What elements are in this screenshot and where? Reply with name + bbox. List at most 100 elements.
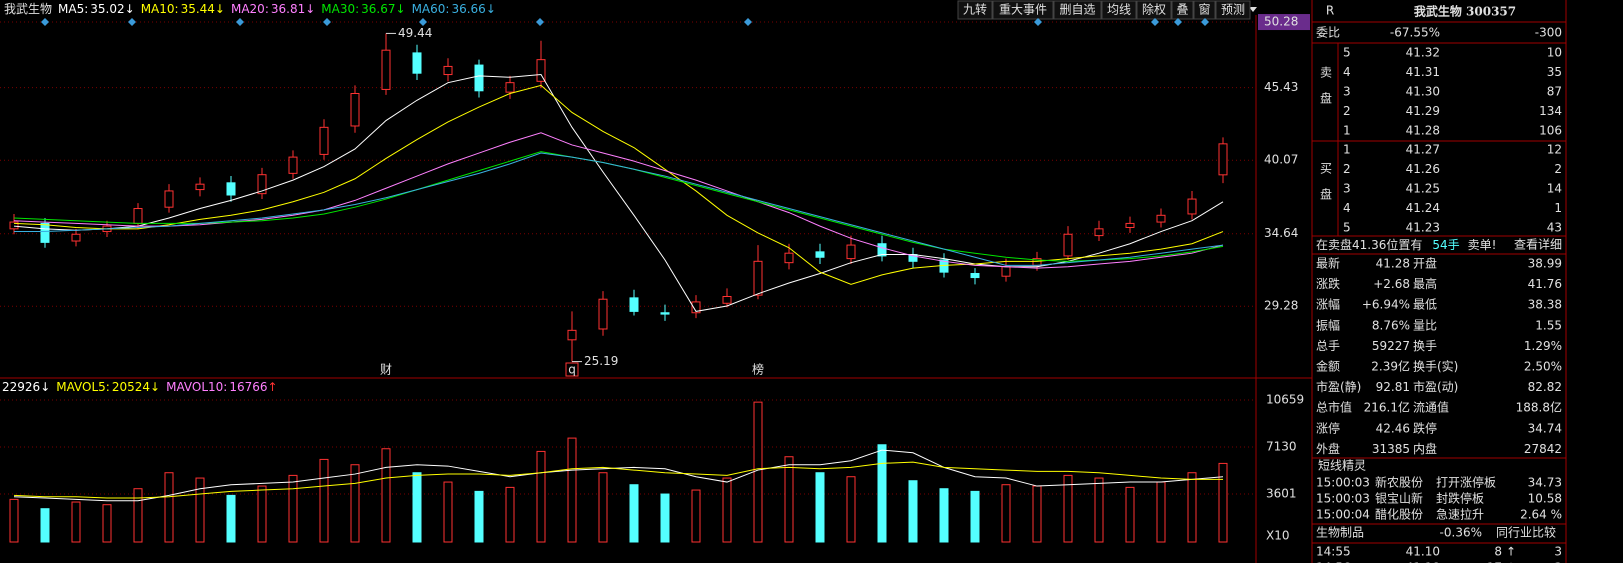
volume-bar [102,504,112,543]
level: 1 [1343,124,1351,138]
toolbar-label[interactable]: 重大事件 [999,3,1047,17]
legend-arrow: ↓ [150,380,160,394]
legend-name: MA30: [321,2,359,16]
stat-label: 最低 [1413,298,1437,312]
toolbar-button[interactable] [1215,0,1251,20]
stat-value: +6.94% [1362,298,1410,312]
volume-bar [1063,474,1073,543]
candle-body [164,190,174,208]
toolbar-label[interactable]: 删自选 [1059,3,1095,17]
candle-body [195,183,205,191]
volume-bar [164,472,174,543]
toolbar-button[interactable] [1053,0,1102,20]
toolbar-label[interactable]: 预测 [1221,3,1245,17]
tick-volume: 17 [1487,561,1502,563]
volume-bar [226,494,236,543]
candle-body [815,251,825,258]
tick-time: 14:56 [1316,561,1351,563]
stat-value: +2.68 [1373,277,1410,291]
legend-name: MA5: [58,2,88,16]
toolbar-label[interactable]: 窗 [1198,3,1210,17]
legend-name: MA10: [141,2,179,16]
volume-legend: 22926↓ MAVOL5: 20524↓ MAVOL10: 16766↑ [2,380,278,394]
notice-link[interactable]: 查看详细 [1514,237,1562,252]
stat-label: 流通值 [1413,400,1449,415]
industry-link[interactable]: 同行业比较 [1496,525,1556,540]
volume-bar [784,456,794,543]
toolbar-label[interactable]: 均线 [1107,3,1131,17]
candle-body [567,329,577,341]
stat-label: 金额 [1316,359,1340,374]
y-tick-label: 7130 [1266,440,1297,454]
sprite-title: 短线精灵 [1318,459,1366,473]
event-diamond [419,18,427,26]
tick-count: 3 [1554,561,1562,563]
volume-bar [567,437,577,543]
y-tick-label: 10659 [1266,393,1304,407]
stat-label: 内盘 [1413,441,1437,456]
y-tick-label: 34.64 [1264,226,1298,240]
stat-label: 换手(实) [1413,359,1458,374]
volume-bar [939,488,949,543]
tick-price: 41.10 [1406,545,1440,559]
dropdown-icon[interactable] [1249,7,1257,12]
sprite-cell: 15:00:03 [1316,492,1370,506]
y-tick-label: 45.43 [1264,80,1298,94]
toolbar-label[interactable]: 除权 [1142,2,1166,17]
toolbar-label[interactable]: 九转 [963,2,987,17]
sprite-cell: 急速拉升 [1436,507,1484,522]
volume: 35 [1547,65,1562,79]
event-diamond [1174,18,1182,26]
volume-ma-line [13,449,1224,502]
stat-value: 1.29% [1524,339,1562,353]
volume-bar [970,490,980,543]
candle-body [536,59,546,82]
sprite-cell: 10.58 [1528,492,1562,506]
legend-name: MA20: [231,2,269,16]
candle-body [877,243,887,257]
legend-value: 36.66 [451,2,485,16]
stat-label: 市盈(动) [1413,379,1458,394]
toolbar-label[interactable]: 叠 [1176,3,1188,17]
toolbar-button[interactable] [1171,0,1194,20]
y-tick-label: 40.07 [1264,153,1298,167]
toolbar-button[interactable] [1101,0,1137,20]
volume-bar [815,472,825,543]
y-tick-label: 50.28 [1264,15,1298,29]
candle-body [784,252,794,264]
price: 41.30 [1406,85,1440,99]
toolbar-button[interactable] [992,0,1054,20]
candle-body [660,312,670,315]
low-label: 25.19 [584,354,618,368]
event-diamond [236,18,244,26]
event-label: 榜 [752,362,764,377]
volume-bar [1001,484,1011,543]
volume-bar [660,493,670,543]
level: 4 [1343,65,1351,79]
candle-body [691,301,701,314]
candle-body [598,298,608,330]
flag: R [1326,4,1334,18]
stat-label: 量比 [1413,318,1437,332]
price: 41.32 [1406,46,1440,60]
notice: 在卖盘41.36位置有 54手 卖单! [1316,237,1496,252]
legend-value: 16766 [229,380,267,394]
candle-body [443,65,453,76]
volume-bar [319,458,329,543]
legend-arrow: ↓ [40,380,50,394]
volume: 106 [1539,124,1562,138]
level: 5 [1343,221,1351,235]
stat-label: 涨幅 [1316,297,1340,312]
stat-label: 总市值 [1316,400,1352,415]
toolbar-button[interactable] [957,0,993,20]
tick-count: 3 [1554,545,1562,559]
candle-body [226,182,236,196]
candle-body [257,174,267,195]
volume: 43 [1547,221,1562,235]
price: 41.23 [1406,221,1440,235]
event-label: q [568,363,576,377]
sprite-cell: 2.64 % [1520,508,1562,522]
notice-lots: 54手 [1432,238,1459,252]
stat-value: 38.99 [1528,257,1562,271]
